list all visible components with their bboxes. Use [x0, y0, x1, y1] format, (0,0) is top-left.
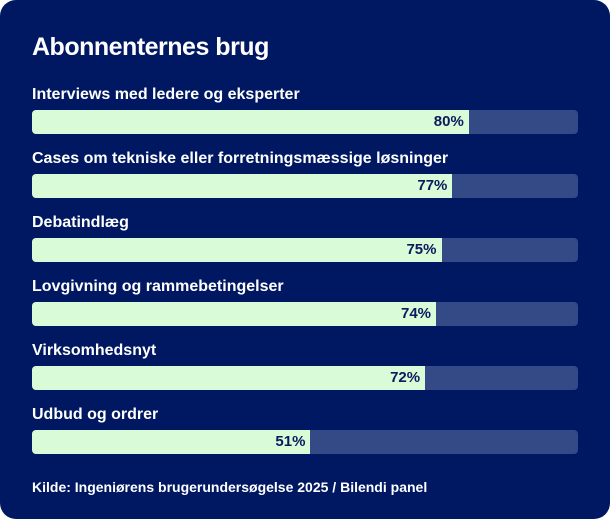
- bar-label: Udbud og ordrer: [32, 406, 159, 423]
- bar: [32, 366, 426, 390]
- bar-track: 72%: [32, 366, 578, 390]
- bar-value-label: 77%: [417, 177, 448, 194]
- bar-track: 75%: [32, 238, 578, 262]
- bar-track: 80%: [32, 110, 578, 134]
- bar-label: Interviews med ledere og eksperter: [32, 86, 300, 103]
- bar: [32, 174, 453, 198]
- bar-label: Virksomhedsnyt: [32, 342, 157, 359]
- chart-title: Abonnenternes brug: [32, 33, 269, 61]
- bar-track: 74%: [32, 302, 578, 326]
- bar-label: Debatindlæg: [32, 214, 129, 231]
- bar: [32, 430, 311, 454]
- bar-track: 77%: [32, 174, 578, 198]
- bar-value-label: 80%: [433, 113, 464, 130]
- bar-value-label: 51%: [275, 433, 306, 450]
- bar: [32, 238, 442, 262]
- bar-label: Lovgivning og rammebetingelser: [32, 278, 284, 295]
- bar-label: Cases om tekniske eller forretningsmæssi…: [32, 150, 449, 167]
- bar-value-label: 72%: [390, 369, 421, 386]
- bar: [32, 302, 437, 326]
- bar: [32, 110, 469, 134]
- source-note: Kilde: Ingeniørens brugerundersøgelse 20…: [32, 479, 428, 495]
- bar-value-label: 75%: [406, 241, 437, 258]
- bar-value-label: 74%: [401, 305, 432, 322]
- bar-track: 51%: [32, 430, 578, 454]
